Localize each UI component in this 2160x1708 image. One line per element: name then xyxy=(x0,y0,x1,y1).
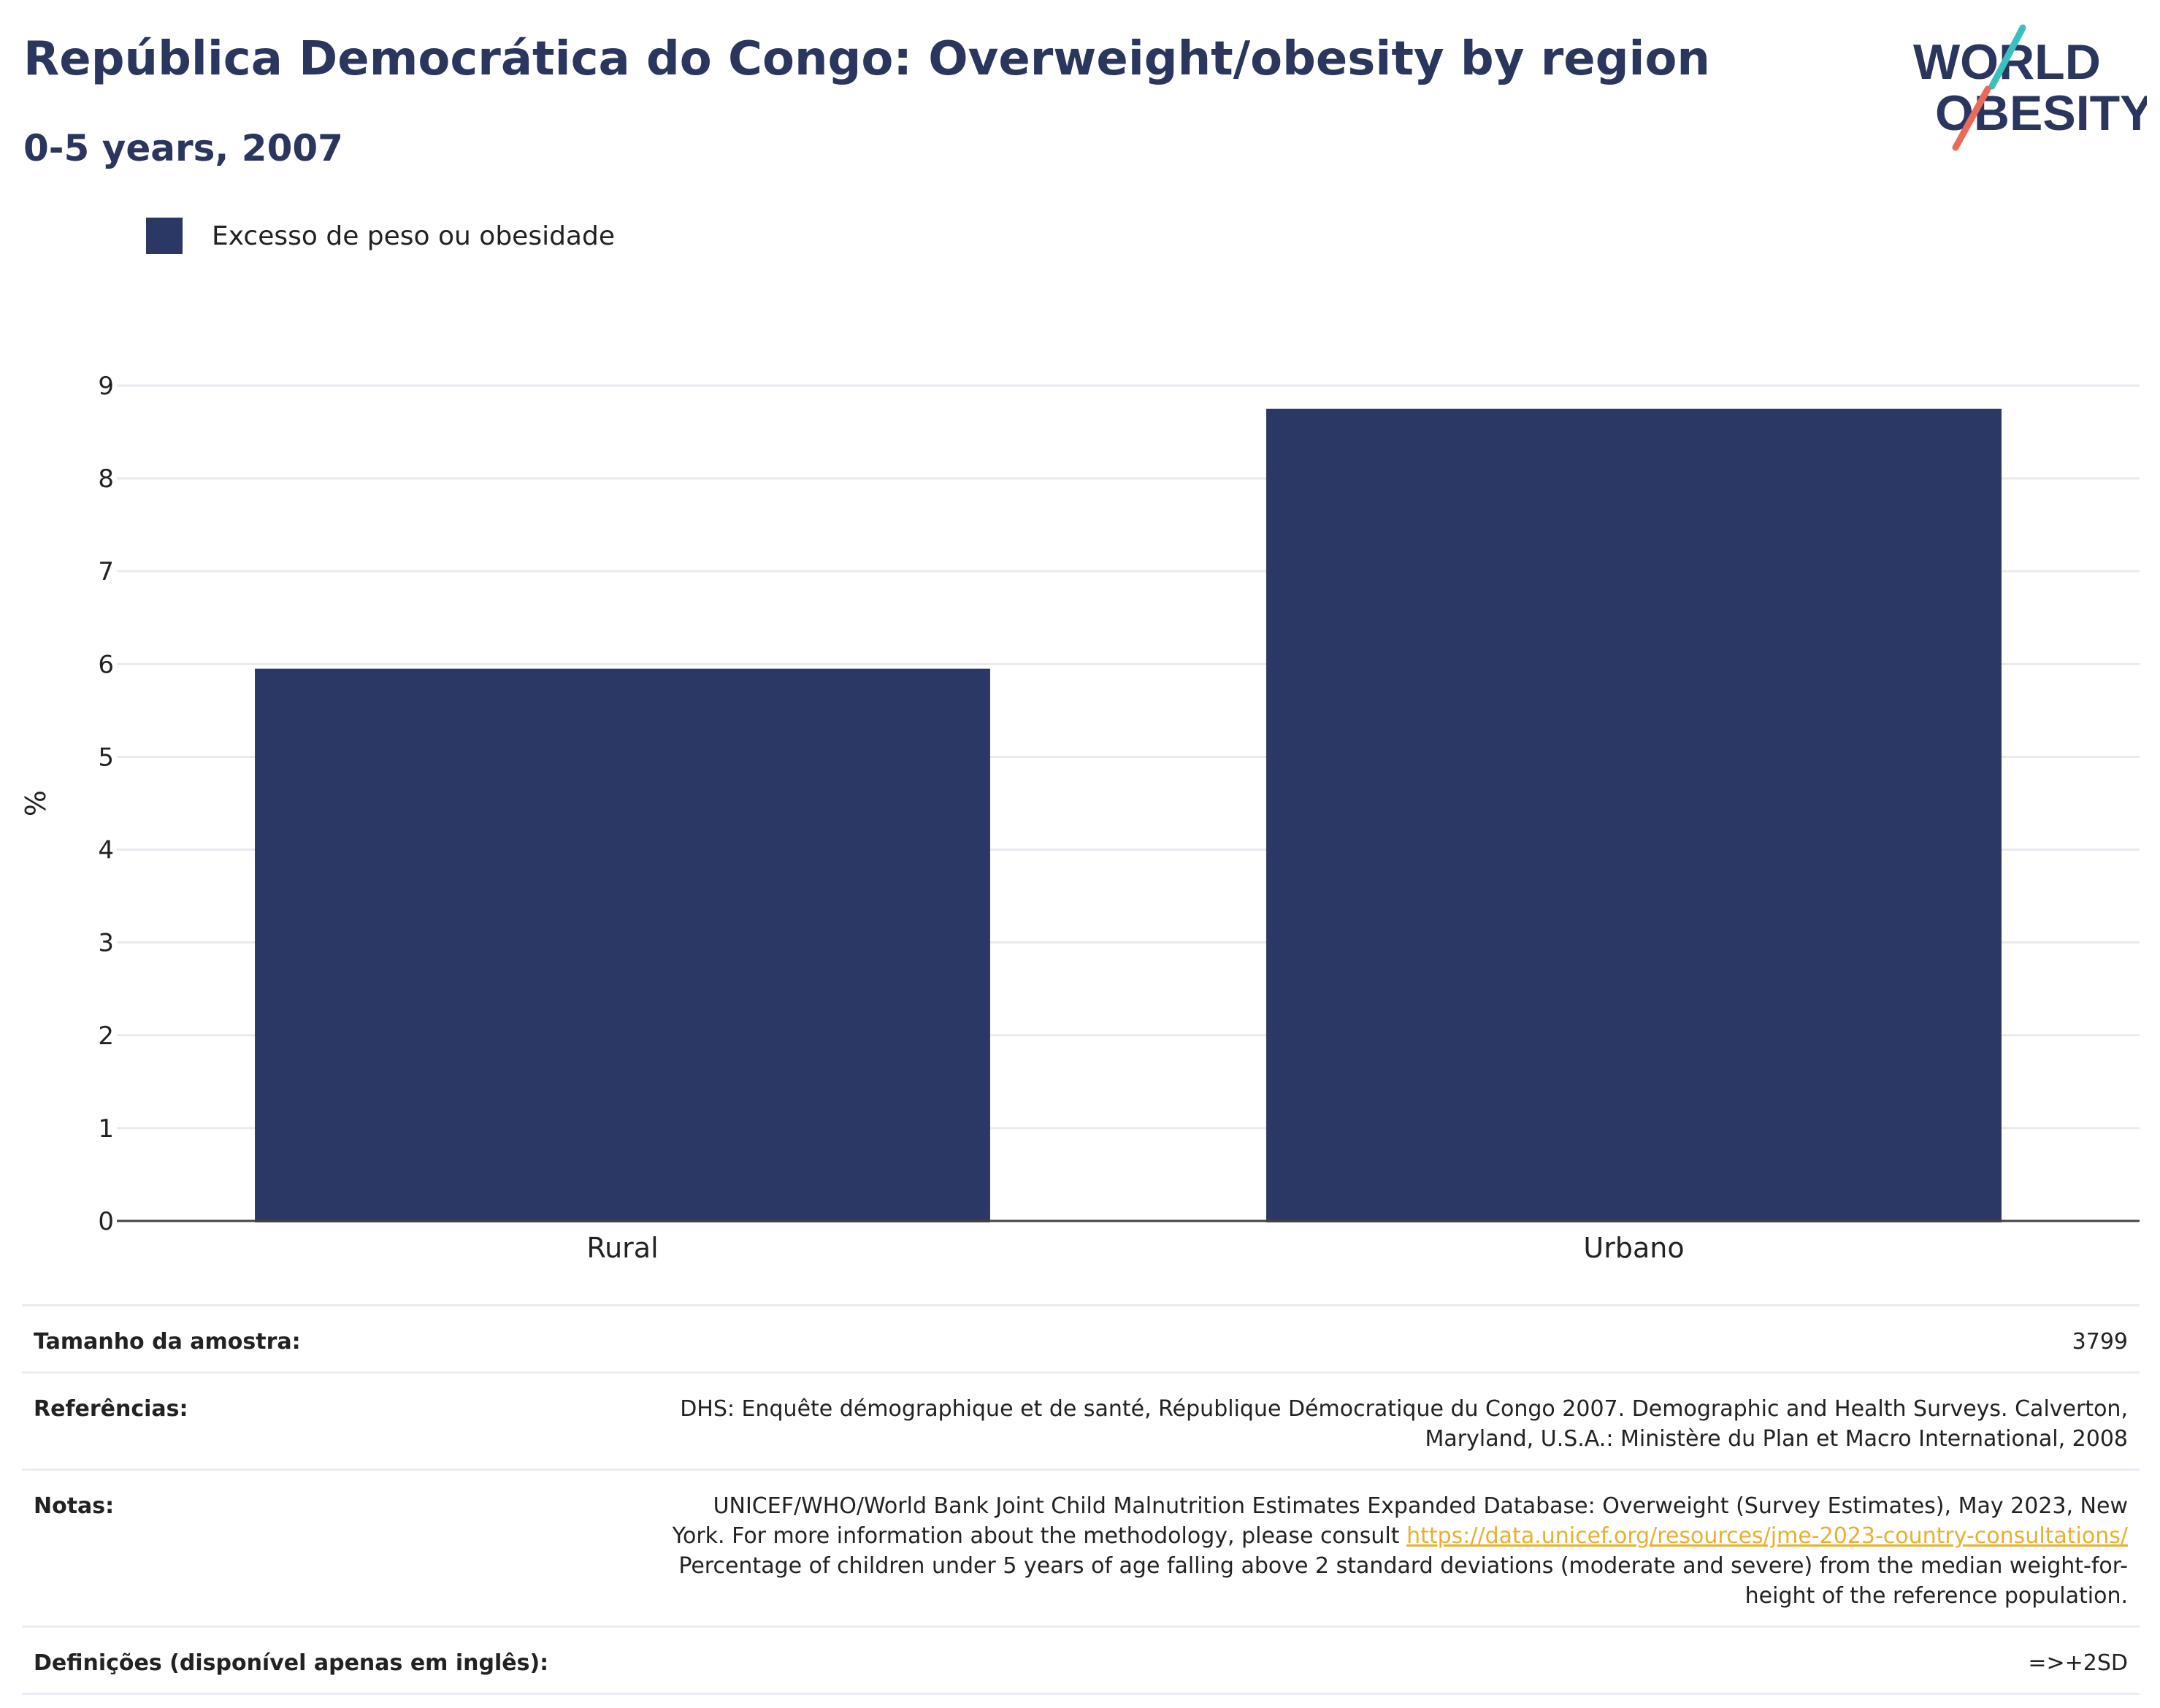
world-obesity-logo: WORLD OBESITY xyxy=(1913,24,2147,151)
bars xyxy=(255,408,2002,1222)
logo-line2: OBESITY xyxy=(1935,85,2147,141)
notes-line: York. For more information about the met… xyxy=(673,1521,2128,1551)
notes-line: height of the reference population. xyxy=(1745,1583,2128,1609)
references-line: DHS: Enquête démographique et de santé, … xyxy=(680,1396,2128,1422)
x-tick-label: Urbano xyxy=(1583,1232,1684,1264)
y-tick-label: 5 xyxy=(98,743,114,772)
definitions-label: Definições (disponível apenas em inglês)… xyxy=(34,1650,549,1676)
y-tick-labels: 0 1 2 3 4 5 6 7 8 9 xyxy=(98,372,114,1236)
logo-coral-slash xyxy=(1952,85,1991,151)
notes-line: UNICEF/WHO/World Bank Joint Child Malnut… xyxy=(713,1493,2128,1519)
notes-label: Notas: xyxy=(34,1493,115,1519)
notes-value: UNICEF/WHO/World Bank Joint Child Malnut… xyxy=(673,1491,2128,1611)
y-tick-label: 1 xyxy=(98,1114,114,1144)
y-tick-label: 9 xyxy=(98,372,114,401)
bar-rural[interactable] xyxy=(255,668,990,1222)
y-tick-label: 6 xyxy=(98,650,114,679)
chart-subtitle: 0-5 years, 2007 xyxy=(23,127,343,169)
sample-size-value: 3799 xyxy=(2072,1329,2128,1355)
legend-swatch xyxy=(146,218,183,254)
references-row: Referências: DHS: Enquête démographique … xyxy=(22,1371,2140,1468)
notes-line-text: York. For more information about the met… xyxy=(672,1523,1407,1549)
chart-title: República Democrática do Congo: Overweig… xyxy=(23,32,1710,86)
definitions-value: =>+2SD xyxy=(2028,1650,2128,1676)
methodology-link[interactable]: https://data.unicef.org/resources/jme-20… xyxy=(1406,1523,2128,1549)
logo-teal-slash xyxy=(1988,24,2026,90)
bar-chart: 0 1 2 3 4 5 6 7 8 9 Rural Urbano % xyxy=(20,372,2140,1264)
references-label: Referências: xyxy=(34,1396,188,1422)
y-tick-label: 2 xyxy=(98,1022,114,1051)
references-value: DHS: Enquête démographique et de santé, … xyxy=(680,1394,2128,1454)
y-tick-label: 0 xyxy=(98,1207,114,1236)
y-tick-label: 4 xyxy=(98,836,114,865)
notes-line: Percentage of children under 5 years of … xyxy=(678,1553,2128,1579)
bar-urbano[interactable] xyxy=(1266,408,2002,1222)
y-tick-label: 8 xyxy=(98,464,114,494)
notes-row: Notas: UNICEF/WHO/World Bank Joint Child… xyxy=(22,1468,2140,1625)
sample-size-label: Tamanho da amostra: xyxy=(34,1329,301,1355)
references-line: Maryland, U.S.A.: Ministère du Plan et M… xyxy=(1425,1426,2128,1452)
y-tick-label: 7 xyxy=(98,557,114,586)
x-tick-labels: Rural Urbano xyxy=(586,1232,1684,1264)
legend-label: Excesso de peso ou obesidade xyxy=(212,221,615,251)
legend: Excesso de peso ou obesidade xyxy=(146,218,615,254)
info-table: Tamanho da amostra: 3799 Referências: DH… xyxy=(22,1304,2140,1695)
y-tick-label: 3 xyxy=(98,929,114,958)
y-axis-title: % xyxy=(20,790,52,816)
sample-size-row: Tamanho da amostra: 3799 xyxy=(22,1304,2140,1371)
x-tick-label: Rural xyxy=(586,1232,658,1264)
definitions-row: Definições (disponível apenas em inglês)… xyxy=(22,1625,2140,1695)
